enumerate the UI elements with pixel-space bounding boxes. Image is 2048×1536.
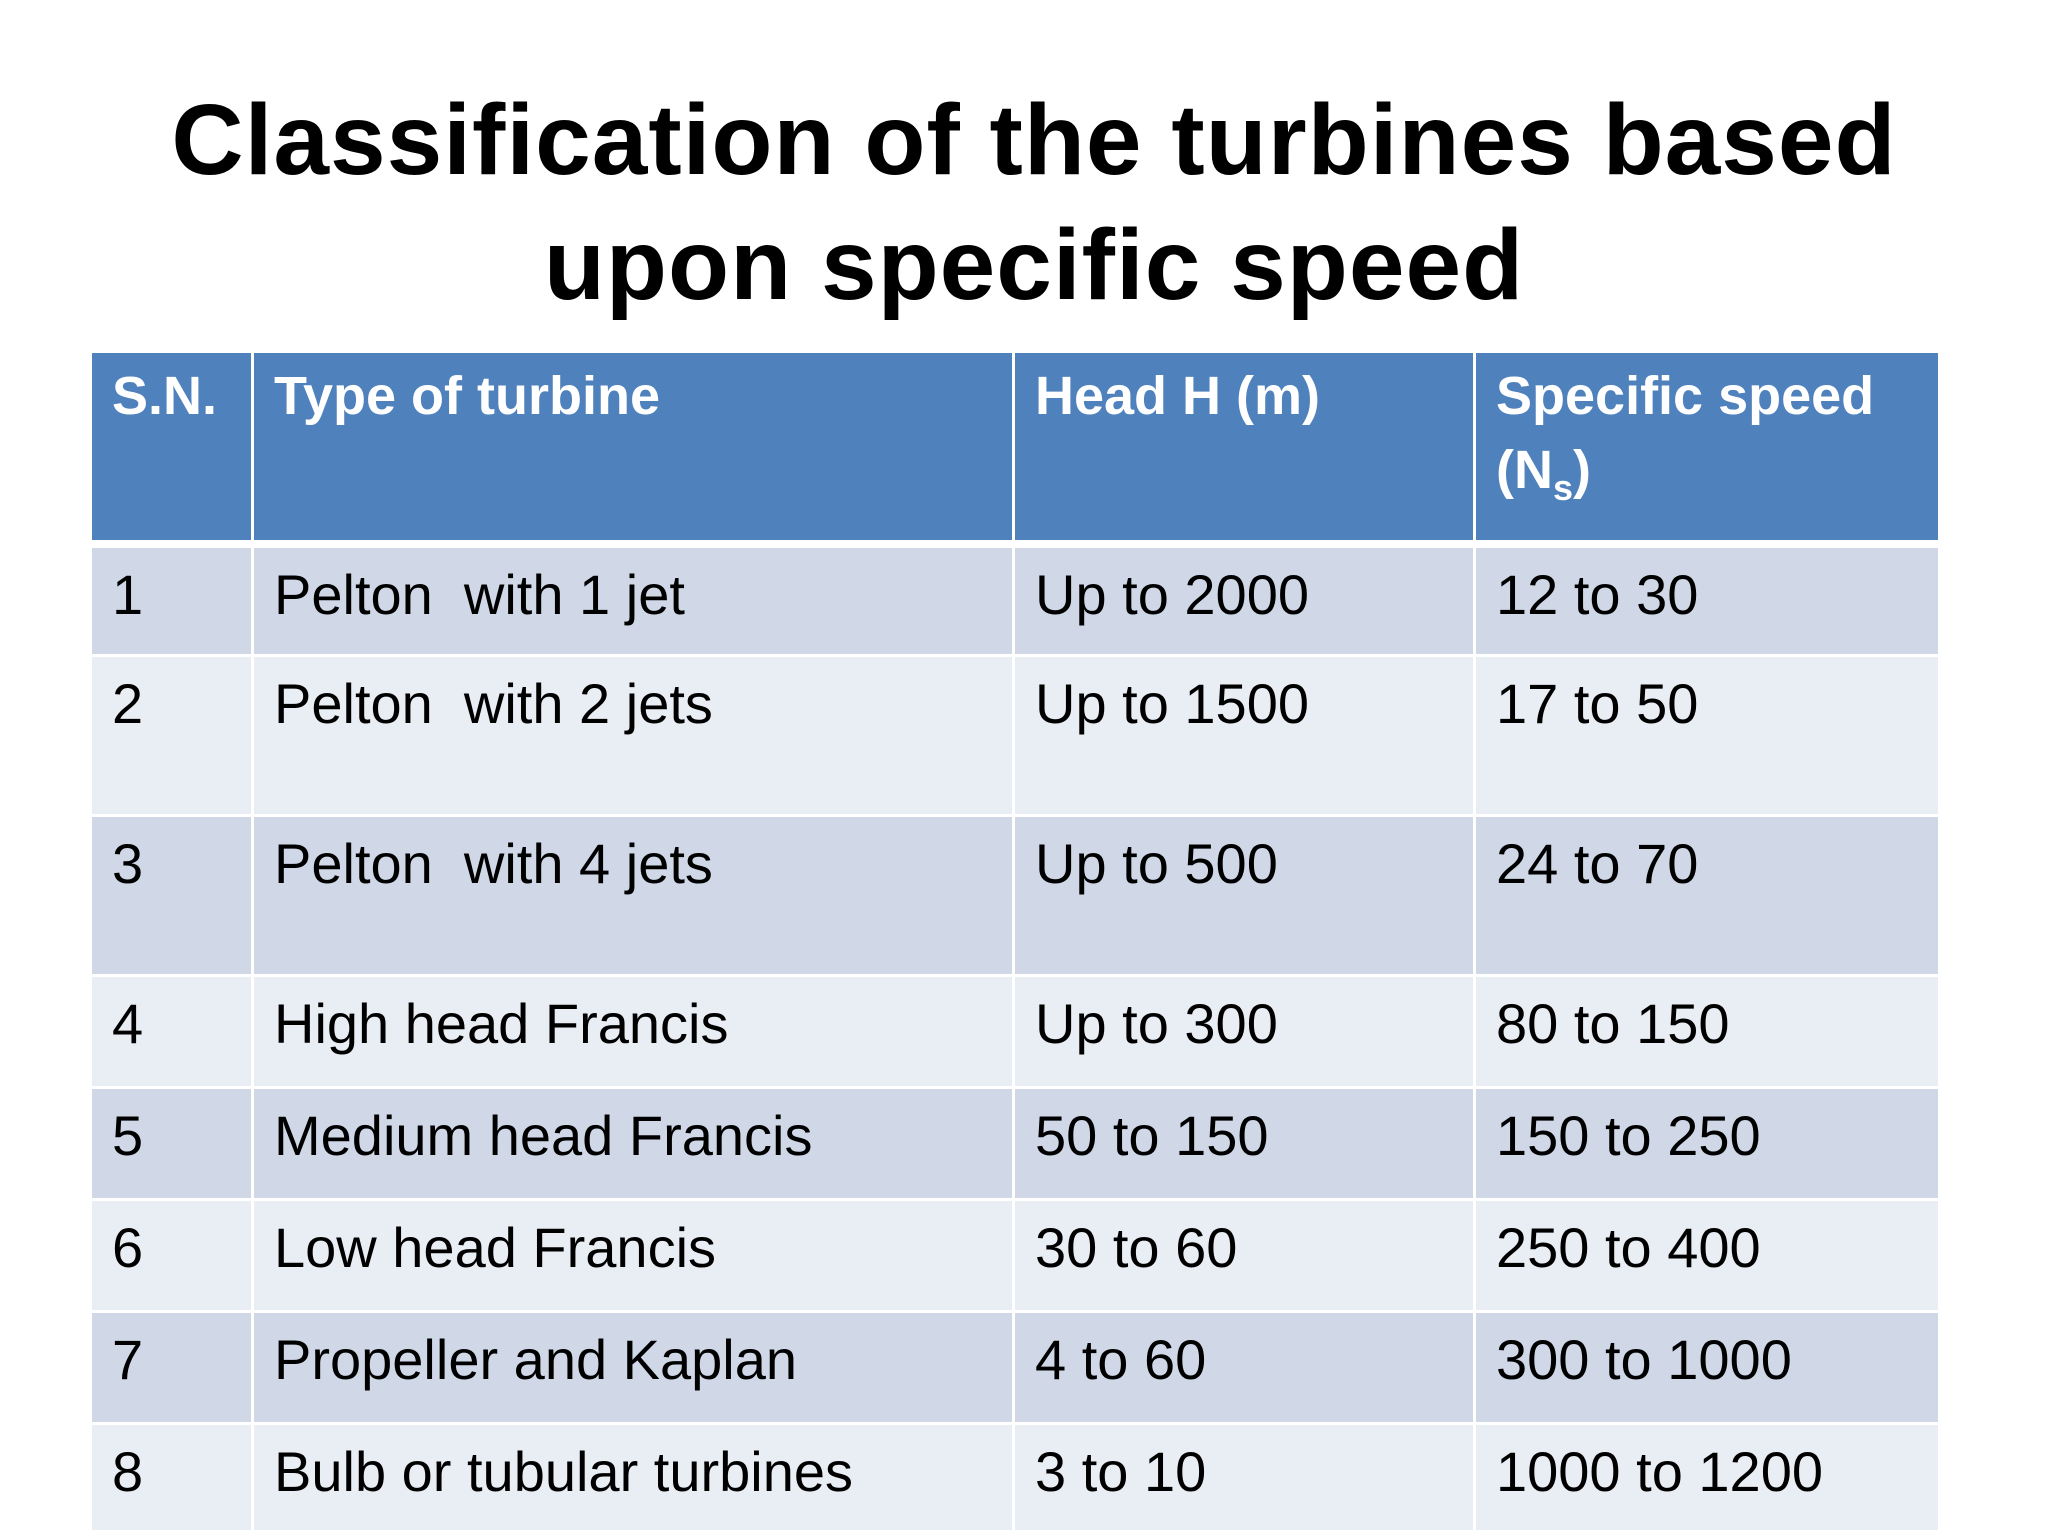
cell-sn: 5	[89, 1086, 254, 1201]
table-body: 1 Pelton with 1 jet Up to 2000 12 to 30 …	[89, 542, 1941, 1533]
cell-specific-speed: 24 to 70	[1473, 814, 1941, 977]
table-row: 4 High head Francis Up to 300 80 to 150	[89, 974, 1941, 1089]
cell-head: Up to 1500	[1012, 654, 1476, 817]
header-specific-speed: Specific speed (Ns)	[1473, 350, 1941, 548]
cell-sn: 6	[89, 1198, 254, 1313]
header-ns-subscript: s	[1552, 467, 1574, 508]
cell-sn: 2	[89, 654, 254, 817]
header-ns-open: (N	[1496, 440, 1553, 500]
header-sn: S.N.	[89, 350, 254, 548]
cell-type: High head Francis	[251, 974, 1015, 1089]
cell-head: 30 to 60	[1012, 1198, 1476, 1313]
table-row: 3 Pelton with 4 jets Up to 500 24 to 70	[89, 814, 1941, 977]
cell-specific-speed: 80 to 150	[1473, 974, 1941, 1089]
cell-head: Up to 300	[1012, 974, 1476, 1089]
cell-type: Pelton with 2 jets	[251, 654, 1015, 817]
cell-specific-speed: 12 to 30	[1473, 542, 1941, 657]
cell-type: Pelton with 1 jet	[251, 542, 1015, 657]
cell-sn: 8	[89, 1422, 254, 1533]
header-type: Type of turbine	[251, 350, 1015, 548]
cell-head: 50 to 150	[1012, 1086, 1476, 1201]
cell-specific-speed: 300 to 1000	[1473, 1310, 1941, 1425]
table-row: 2 Pelton with 2 jets Up to 1500 17 to 50	[89, 654, 1941, 817]
cell-sn: 4	[89, 974, 254, 1089]
cell-specific-speed: 150 to 250	[1473, 1086, 1941, 1201]
table-row: 5 Medium head Francis 50 to 150 150 to 2…	[89, 1086, 1941, 1201]
cell-type: Medium head Francis	[251, 1086, 1015, 1201]
header-specific-speed-label: Specific speed	[1496, 366, 1875, 426]
cell-type: Propeller and Kaplan	[251, 1310, 1015, 1425]
cell-type: Pelton with 4 jets	[251, 814, 1015, 977]
slide-title-line-2: upon specific speed	[543, 209, 1525, 321]
header-row: S.N. Type of turbine Head H (m) Specific…	[89, 350, 1941, 548]
cell-sn: 1	[89, 542, 254, 657]
turbine-classification-table: S.N. Type of turbine Head H (m) Specific…	[89, 350, 1941, 1533]
cell-sn: 3	[89, 814, 254, 977]
cell-specific-speed: 250 to 400	[1473, 1198, 1941, 1313]
cell-head: 4 to 60	[1012, 1310, 1476, 1425]
cell-head: Up to 2000	[1012, 542, 1476, 657]
table-row: 8 Bulb or tubular turbines 3 to 10 1000 …	[89, 1422, 1941, 1533]
cell-specific-speed: 1000 to 1200	[1473, 1422, 1941, 1533]
cell-specific-speed: 17 to 50	[1473, 654, 1941, 817]
cell-sn: 7	[89, 1310, 254, 1425]
slide-title: Classification of the turbines based upo…	[0, 78, 2048, 328]
table-row: 6 Low head Francis 30 to 60 250 to 400	[89, 1198, 1941, 1313]
header-ns-close: )	[1573, 440, 1591, 500]
cell-type: Low head Francis	[251, 1198, 1015, 1313]
table-row: 1 Pelton with 1 jet Up to 2000 12 to 30	[89, 542, 1941, 657]
cell-type: Bulb or tubular turbines	[251, 1422, 1015, 1533]
cell-head: 3 to 10	[1012, 1422, 1476, 1533]
cell-head: Up to 500	[1012, 814, 1476, 977]
table-row: 7 Propeller and Kaplan 4 to 60 300 to 10…	[89, 1310, 1941, 1425]
header-head: Head H (m)	[1012, 350, 1476, 548]
slide-title-line-1: Classification of the turbines based	[171, 84, 1897, 196]
table-header: S.N. Type of turbine Head H (m) Specific…	[89, 350, 1941, 548]
